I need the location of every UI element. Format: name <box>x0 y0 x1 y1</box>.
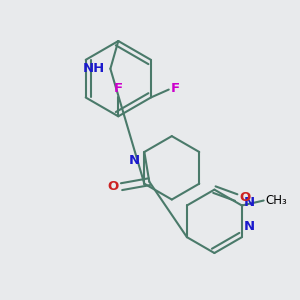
Text: F: F <box>114 82 123 94</box>
Text: N: N <box>244 196 255 209</box>
Text: O: O <box>107 180 118 193</box>
Text: F: F <box>171 82 180 95</box>
Text: N: N <box>128 154 140 167</box>
Text: N: N <box>244 220 255 233</box>
Text: CH₃: CH₃ <box>266 194 287 207</box>
Text: NH: NH <box>83 62 105 75</box>
Text: O: O <box>239 191 250 204</box>
